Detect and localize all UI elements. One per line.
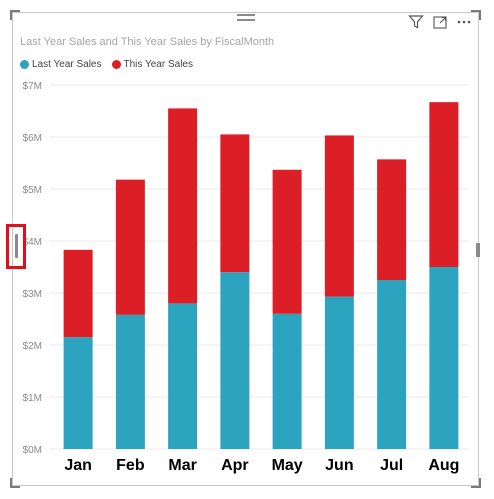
x-tick-label: Jun xyxy=(325,457,353,474)
bar-last-year-jan[interactable] xyxy=(63,337,93,449)
legend-marker-last-year xyxy=(20,60,29,69)
bar-last-year-mar[interactable] xyxy=(168,303,198,449)
resize-handle-left-highlighted[interactable] xyxy=(6,224,26,269)
y-tick-label: $3M xyxy=(23,289,42,300)
x-tick-label: Jan xyxy=(64,457,92,474)
x-tick-label: Mar xyxy=(168,457,196,474)
bar-this-year-feb[interactable] xyxy=(115,179,145,315)
y-tick-label: $5M xyxy=(23,185,42,196)
bar-last-year-aug[interactable] xyxy=(429,267,459,449)
bar-this-year-mar[interactable] xyxy=(168,108,198,304)
bar-this-year-aug[interactable] xyxy=(429,102,459,267)
more-options-icon[interactable] xyxy=(456,14,472,30)
bar-last-year-feb[interactable] xyxy=(115,314,145,449)
x-tick-label: Jul xyxy=(380,457,403,474)
legend-marker-this-year xyxy=(111,60,121,69)
x-tick-label: Aug xyxy=(428,457,459,474)
y-tick-label: $4M xyxy=(23,237,42,248)
resize-grip-icon xyxy=(15,234,18,258)
drag-handle-icon[interactable] xyxy=(237,14,255,24)
resize-handle-right[interactable] xyxy=(476,243,480,257)
x-tick-label: Apr xyxy=(221,457,249,474)
bar-this-year-may[interactable] xyxy=(272,169,302,314)
visual-header-icons xyxy=(408,14,472,30)
chart-title: Last Year Sales and This Year Sales by F… xyxy=(20,36,275,48)
legend-label-last-year: Last Year Sales xyxy=(32,59,102,70)
y-tick-label: $6M xyxy=(23,133,42,144)
bar-last-year-jun[interactable] xyxy=(324,296,354,449)
bar-this-year-jan[interactable] xyxy=(63,249,93,338)
y-tick-label: $1M xyxy=(23,393,42,404)
legend-item-last-year[interactable]: Last Year Sales xyxy=(20,59,102,70)
x-tick-label: May xyxy=(272,457,303,474)
bar-last-year-may[interactable] xyxy=(272,313,302,449)
legend-item-this-year[interactable]: This Year Sales xyxy=(111,59,194,70)
resize-corner-bottom-right[interactable] xyxy=(471,478,481,488)
bar-this-year-jul[interactable] xyxy=(377,159,407,280)
bar-last-year-apr[interactable] xyxy=(220,272,250,449)
bar-this-year-apr[interactable] xyxy=(220,134,250,273)
bar-last-year-jul[interactable] xyxy=(377,280,407,449)
bar-this-year-jun[interactable] xyxy=(324,135,354,297)
filter-icon[interactable] xyxy=(408,14,424,30)
y-tick-label: $7M xyxy=(23,81,42,92)
y-tick-label: $2M xyxy=(23,341,42,352)
resize-corner-bottom-left[interactable] xyxy=(10,478,20,488)
focus-mode-icon[interactable] xyxy=(432,14,448,30)
y-tick-label: $0M xyxy=(23,445,42,456)
resize-corner-top-left[interactable] xyxy=(10,10,20,20)
resize-corner-top-right[interactable] xyxy=(471,10,481,20)
chart-legend: Last Year Sales This Year Sales xyxy=(20,59,193,70)
x-tick-label: Feb xyxy=(116,457,145,474)
legend-label-this-year: This Year Sales xyxy=(123,59,194,70)
